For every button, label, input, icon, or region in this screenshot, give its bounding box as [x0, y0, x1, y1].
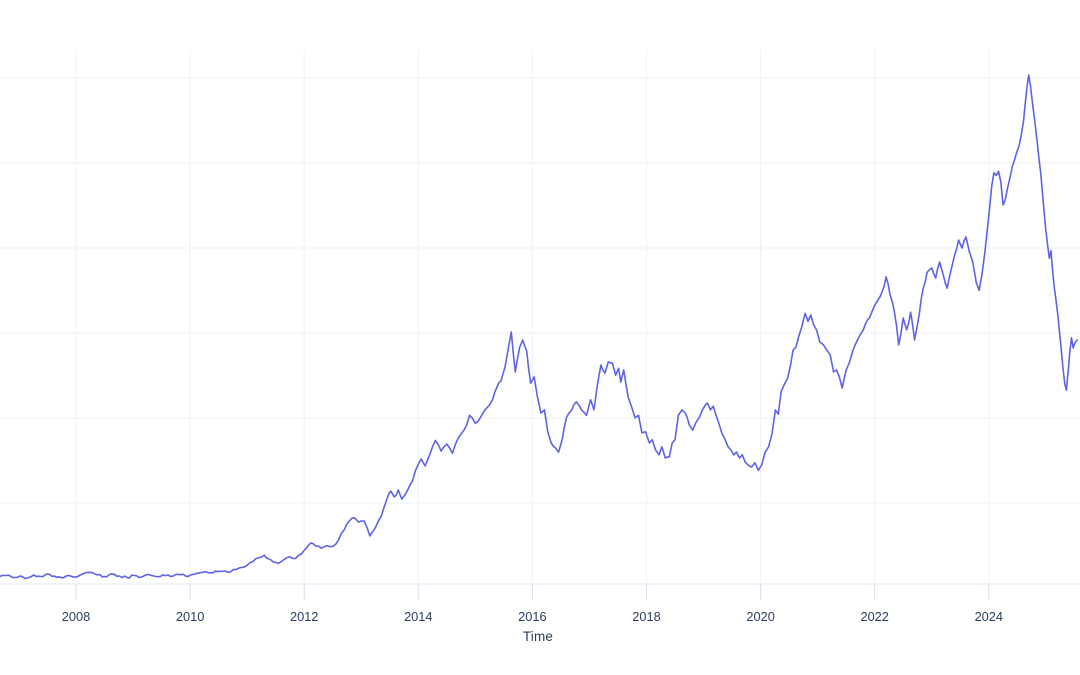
x-tick-label: 2022 — [860, 609, 889, 624]
x-tick-label: 2020 — [746, 609, 775, 624]
y-gridlines — [0, 77, 1080, 504]
x-tick-label: 2018 — [632, 609, 661, 624]
x-gridlines — [75, 50, 990, 584]
x-tick-label: 2016 — [518, 609, 547, 624]
x-axis-ticks — [75, 584, 990, 600]
x-tick-label: 2014 — [404, 609, 433, 624]
x-tick-label: 2012 — [289, 609, 319, 624]
x-tick-label: 2024 — [974, 609, 1004, 624]
series-line — [0, 74, 1078, 580]
x-tick-label: 2010 — [175, 609, 205, 624]
x-axis-title: Time — [522, 629, 554, 644]
x-tick-label: 2008 — [61, 609, 91, 624]
